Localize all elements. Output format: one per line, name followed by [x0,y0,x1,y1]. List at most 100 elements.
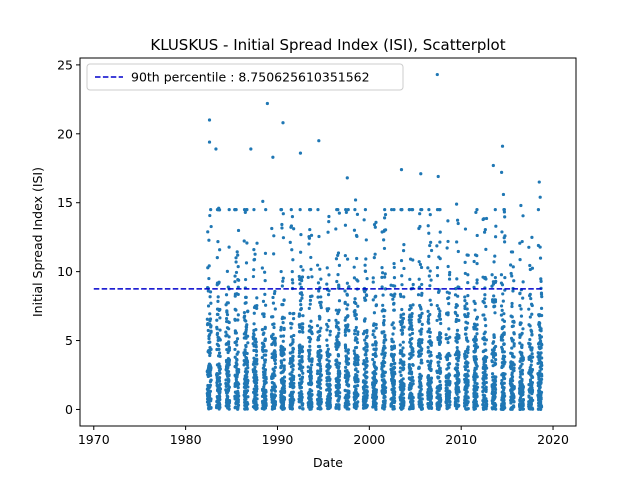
scatter-point [227,320,231,325]
scatter-point [309,382,314,386]
scatter-point [455,348,460,353]
scatter-point [511,265,515,269]
scatter-point [502,342,506,346]
scatter-point [356,304,360,308]
scatter-point [491,163,495,168]
scatter-point [380,309,384,313]
scatter-point [345,293,349,297]
scatter-point [334,345,338,349]
scatter-point [346,399,350,403]
scatter-point [233,307,237,311]
scatter-point [208,319,212,323]
scatter-point [475,385,480,389]
scatter-point [252,268,256,272]
scatter-point [401,346,405,350]
scatter-point [429,376,434,380]
scatter-point [455,370,460,374]
scatter-point [282,386,286,391]
scatter-point [410,208,415,212]
scatter-point [317,139,321,143]
scatter-point [227,363,231,367]
scatter-point [409,306,413,310]
scatter-point [528,315,532,319]
scatter-point [279,328,283,332]
scatter-point [319,277,323,281]
scatter-point [475,395,479,399]
scatter-point [518,407,522,412]
scatter-point [346,402,350,407]
scatter-point [317,363,321,367]
scatter-point [355,393,359,397]
scatter-point [309,374,313,378]
scatter-point [253,406,257,410]
scatter-point [481,349,485,354]
scatter-point [300,375,305,379]
scatter-point [536,243,541,248]
scatter-point [401,363,406,367]
scatter-point [374,304,378,308]
scatter-point [438,379,442,384]
scatter-point [499,273,504,277]
scatter-point [512,320,516,324]
scatter-point [420,291,424,295]
scatter-point [325,338,329,342]
scatter-point [316,281,321,285]
scatter-point [472,407,476,411]
scatter-point [281,339,285,343]
scatter-point [536,342,541,346]
scatter-point [225,310,229,314]
scatter-point [325,358,329,362]
scatter-point [215,327,219,331]
scatter-point [408,277,412,281]
scatter-point [365,277,369,281]
scatter-point [475,388,479,392]
scatter-point [512,385,516,389]
scatter-point [402,266,406,271]
scatter-point [272,252,276,256]
scatter-point [537,377,541,381]
scatter-point [337,341,341,345]
scatter-point [300,354,304,359]
scatter-point [233,405,238,409]
scatter-point [343,388,347,393]
scatter-point [237,278,241,282]
scatter-point [411,303,415,307]
scatter-point [343,253,347,258]
scatter-point [233,280,237,284]
scatter-point [380,271,385,275]
scatter-point [512,355,516,359]
scatter-point [298,151,303,155]
scatter-point [353,392,357,396]
scatter-point [435,304,439,308]
scatter-point [527,323,531,327]
scatter-point [401,377,405,381]
scatter-point [316,398,320,402]
scatter-point [466,351,470,355]
scatter-point [428,298,432,302]
scatter-point [447,389,451,394]
scatter-point [399,358,403,362]
scatter-point [252,322,256,326]
scatter-point [243,379,248,383]
scatter-point [457,318,461,322]
scatter-point [382,318,386,323]
scatter-point [473,347,478,352]
scatter-point [475,327,479,331]
scatter-point [482,336,486,340]
scatter-point [391,398,395,403]
scatter-point [234,256,238,260]
scatter-point [217,206,221,210]
scatter-point [225,399,229,404]
scatter-point [481,389,485,394]
scatter-point [455,277,459,281]
scatter-point [428,213,432,217]
scatter-point [255,384,259,389]
scatter-point [279,405,283,410]
scatter-point [334,342,338,346]
scatter-point [263,292,267,297]
scatter-point [288,372,292,376]
scatter-point [501,385,506,390]
scatter-point [273,336,277,340]
scatter-point [438,331,442,335]
scatter-point [494,357,498,362]
